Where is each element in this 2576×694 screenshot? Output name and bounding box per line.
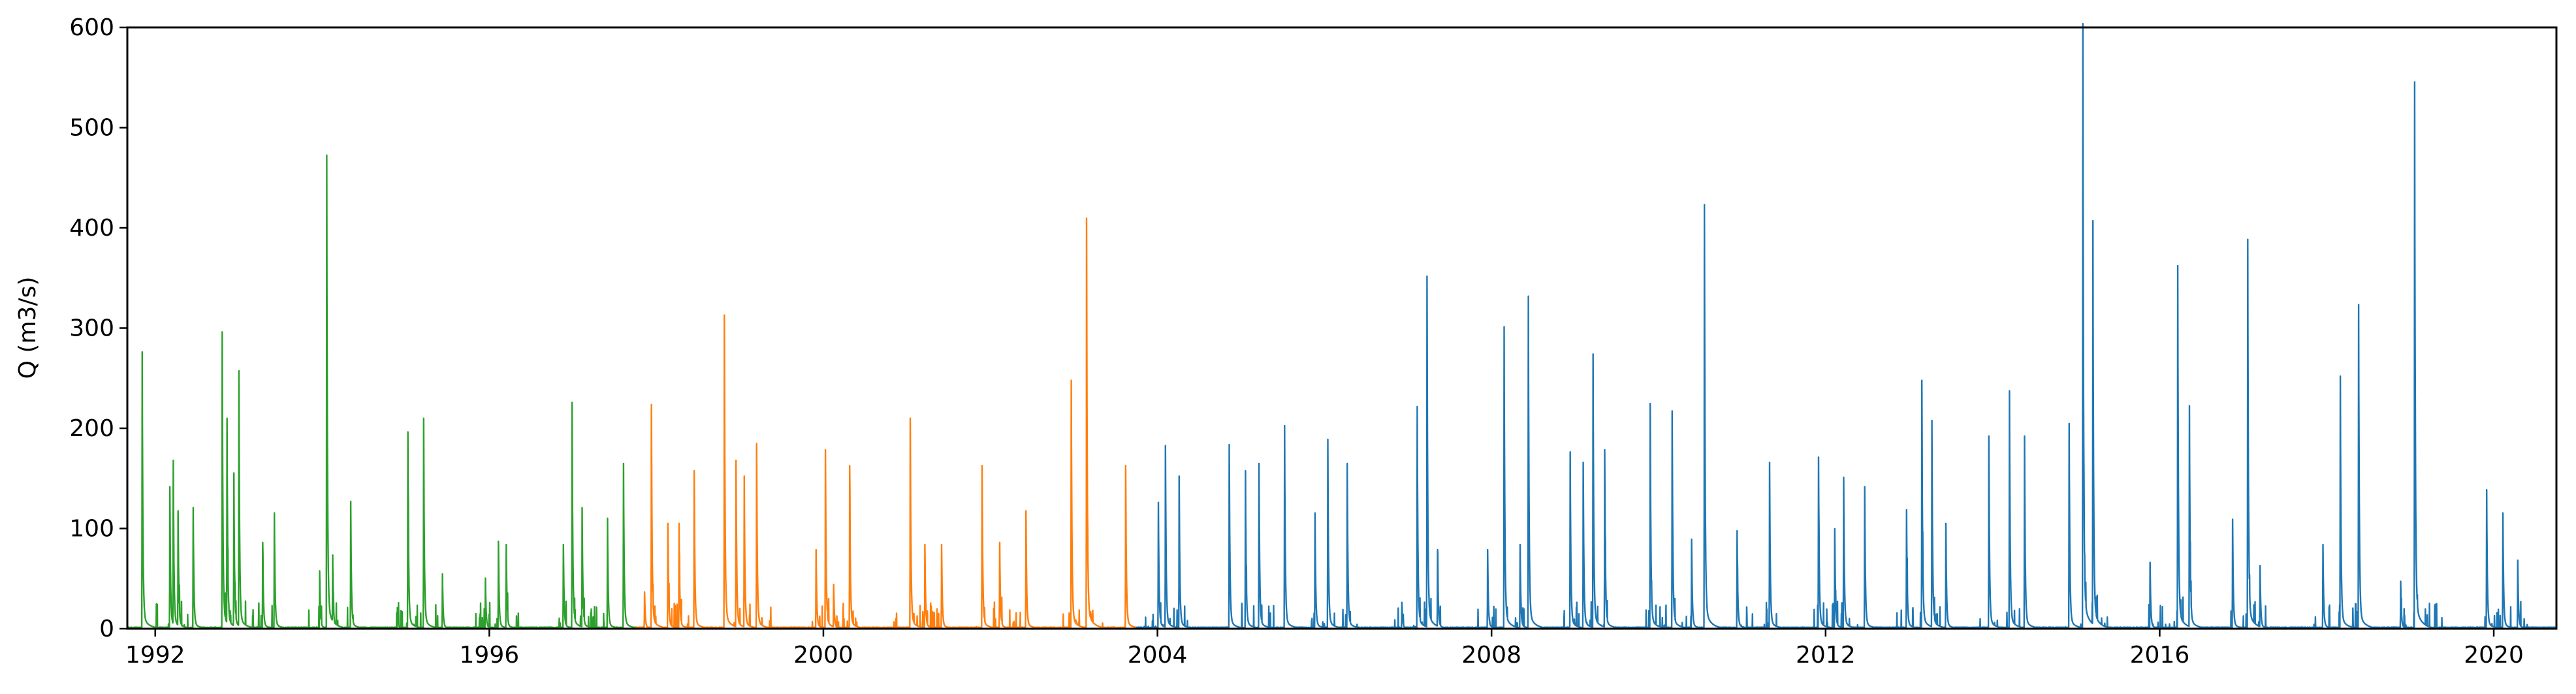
x-tick-label-2016: 2016 xyxy=(2130,642,2190,669)
y-tick-label-600: 600 xyxy=(69,14,114,41)
x-tick-label-2012: 2012 xyxy=(1796,642,1856,669)
x-tick-label-2008: 2008 xyxy=(1461,642,1521,669)
y-tick-label-300: 300 xyxy=(69,315,114,342)
y-tick-label-0: 0 xyxy=(99,616,114,642)
x-tick-label-2020: 2020 xyxy=(2464,642,2524,669)
x-tick-label-1996: 1996 xyxy=(460,642,520,669)
y-axis: 0 100 200 300 400 500 600 xyxy=(69,14,127,642)
x-axis: 1992 1996 2000 2004 2008 2012 2016 2020 xyxy=(125,629,2524,669)
y-tick-label-400: 400 xyxy=(69,215,114,242)
x-tick-label-2000: 2000 xyxy=(793,642,853,669)
y-tick-label-200: 200 xyxy=(69,415,114,442)
series-line-3 xyxy=(1136,23,2557,629)
y-axis-title: Q (m3/s) xyxy=(14,277,41,379)
y-tick-label-500: 500 xyxy=(69,115,114,142)
x-tick-label-2004: 2004 xyxy=(1128,642,1188,669)
series-line-1 xyxy=(126,154,636,629)
y-tick-label-100: 100 xyxy=(69,516,114,543)
x-tick-label-1992: 1992 xyxy=(125,642,185,669)
